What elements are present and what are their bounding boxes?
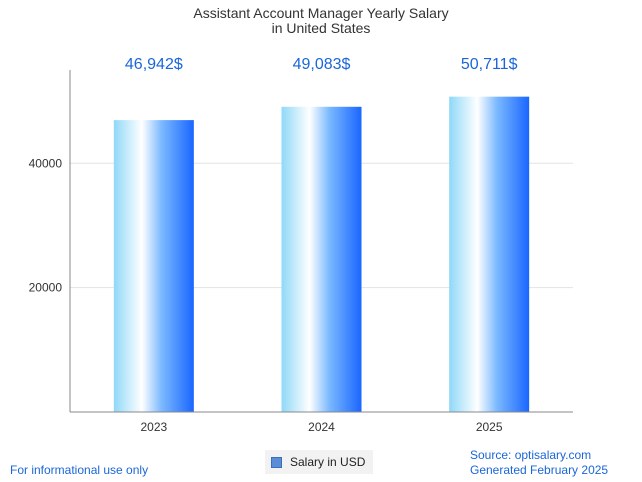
x-tick-label-2024: 2024 (308, 420, 335, 434)
x-tick-label-2025: 2025 (476, 420, 503, 434)
y-tick-label: 20000 (29, 281, 63, 295)
source-block: Source: optisalary.com Generated Februar… (470, 448, 608, 478)
legend-label: Salary in USD (290, 455, 366, 469)
disclaimer-text: For informational use only (10, 463, 149, 477)
legend-swatch (271, 456, 282, 468)
x-tick-label-2023: 2023 (140, 420, 167, 434)
bar-2023 (113, 120, 194, 412)
generated-date: Generated February 2025 (470, 463, 609, 477)
y-tick-label: 40000 (29, 156, 63, 170)
data-label-2025: 50,711$ (461, 56, 518, 73)
data-label-2024: 49,083$ (293, 56, 351, 73)
bar-2025 (449, 96, 530, 412)
bar-2024 (281, 106, 362, 413)
chart-title-line-2: in United States (272, 20, 371, 36)
data-label-2023: 46,942$ (125, 56, 183, 73)
legend: Salary in USD (265, 450, 374, 474)
source-link[interactable]: Source: optisalary.com (470, 448, 592, 462)
chart-title-line-1: Assistant Account Manager Yearly Salary (193, 5, 448, 21)
bars (113, 96, 530, 413)
labels: 20000 40000 46,942$ 2023 49,083$ 2024 50,711$ 2… (29, 56, 518, 434)
